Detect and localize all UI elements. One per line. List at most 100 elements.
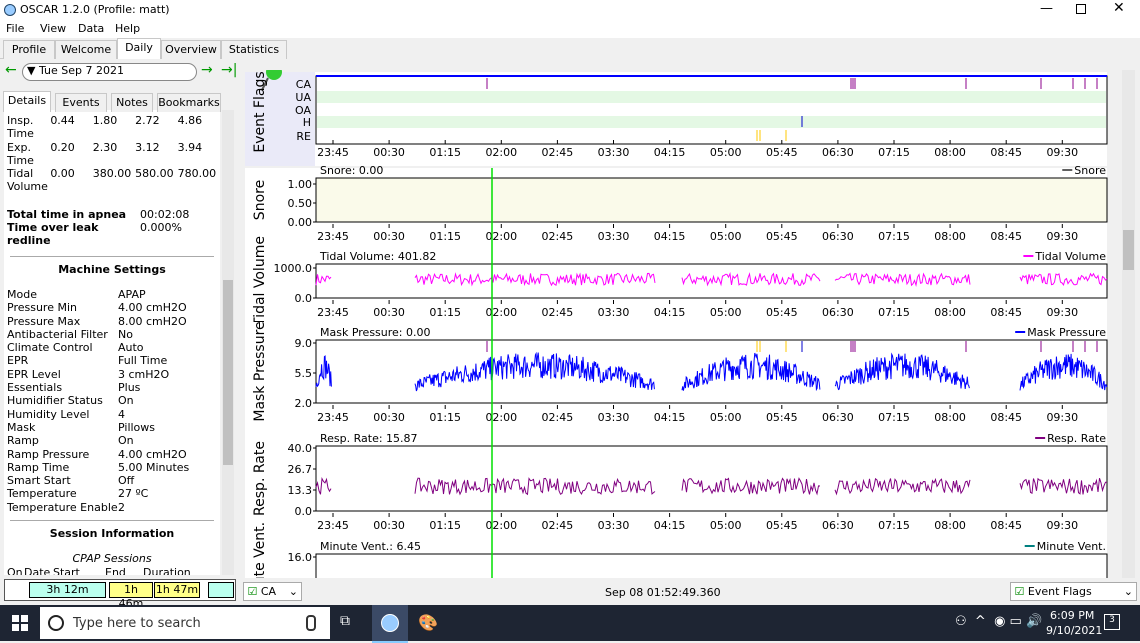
time-label: 01:15	[429, 306, 461, 319]
duration[interactable]: 3h 12m	[29, 582, 106, 598]
tab[interactable]: Welcome	[55, 40, 117, 59]
flag-label: CA	[296, 78, 312, 91]
task-view[interactable]: ⧉	[340, 613, 350, 629]
duration[interactable]: 1h 47m	[154, 582, 200, 598]
duration[interactable]: 1h 46m	[109, 582, 153, 610]
menu-bar: File View Data Help	[0, 20, 1140, 38]
plot-area	[315, 445, 1108, 512]
view: Event Flags	[1027, 585, 1092, 598]
menu-item[interactable]: Data	[78, 22, 105, 35]
flags-plot	[315, 75, 1108, 145]
detail-value: 4.86	[177, 114, 203, 127]
setting-row: Humidity Level 4	[4, 408, 220, 421]
view-select[interactable]: ☑ Event Flags ⌄	[1010, 582, 1137, 601]
time-label: 07:15	[878, 519, 910, 532]
time-label: 02:45	[542, 230, 574, 243]
duration-end[interactable]	[208, 582, 234, 598]
time-label: 03:30	[598, 519, 630, 532]
taskbar: Type here to search ⧉ 🎨 ⚇ ^ ◉ ▭ 🔊 6:09 P…	[0, 605, 1140, 643]
search-box[interactable]: Type here to search	[40, 607, 330, 639]
sub-tab[interactable]: Details	[3, 91, 51, 112]
graph-scrollbar[interactable]	[1122, 70, 1135, 578]
duration-bar: 3h 12m 1h 46m 1h 47m	[4, 579, 236, 610]
setting-value: 8.00 cmH2O	[118, 314, 187, 328]
setting-value: Off	[118, 474, 135, 488]
time-label: 08:45	[990, 230, 1022, 243]
time-label: 05:00	[710, 146, 742, 159]
sub-tab[interactable]: Bookmarks	[157, 93, 221, 112]
tab[interactable]: Overview	[161, 40, 221, 59]
maximize[interactable]	[1076, 4, 1086, 14]
detail-row: Tidal Volume 0.00 380.00 580.00 780.00	[4, 167, 220, 194]
time-label: 05:45	[766, 306, 798, 319]
pin	[266, 70, 282, 80]
sub-tab[interactable]: Notes	[111, 93, 153, 112]
y-tick-label: 16.0	[288, 551, 313, 564]
time-label: 08:45	[990, 306, 1022, 319]
column-label: Start	[53, 565, 80, 575]
y-tick-label: 1.00	[288, 178, 313, 191]
time-label: 05:45	[766, 146, 798, 159]
oscar-task[interactable]	[372, 605, 408, 643]
search-text: Type here to search	[73, 616, 201, 631]
y-tick-label: 5.5	[295, 367, 313, 380]
legend: Tidal Volume	[1034, 250, 1106, 263]
date-picker[interactable]: ▼ Tue Sep 7 2021	[22, 63, 197, 81]
app-icon	[4, 4, 16, 16]
paint-task[interactable]: 🎨	[418, 613, 438, 632]
time-label: 01:15	[429, 230, 461, 243]
panel-title: Snore: 0.00	[320, 164, 383, 177]
details-panel: Insp. Time 0.44 1.80 2.72 4.86 Exp. Time 0.20 2…	[4, 110, 220, 575]
time-label: 08:00	[934, 230, 966, 243]
tab[interactable]: Daily	[117, 38, 161, 59]
time-label: 02:00	[485, 411, 517, 424]
setting-label: Temperature	[7, 487, 77, 501]
session-columns: On Date Start End Duration	[4, 566, 220, 575]
detail-value: 2.30	[92, 140, 118, 154]
close[interactable]: ✕	[1113, 0, 1125, 16]
setting-row: Pressure Max 8.00 cmH2O	[4, 315, 220, 328]
sub-tab[interactable]: Events	[55, 93, 107, 112]
menu-item[interactable]: View	[40, 22, 67, 35]
legend: Minute Vent.	[1037, 540, 1106, 553]
panel-title: Minute Vent.: 6.45	[320, 540, 421, 553]
time-label: 05:00	[710, 306, 742, 319]
flag-filter[interactable]: ☑ CA ⌄	[243, 582, 302, 601]
minimize[interactable]: —	[1040, 1, 1053, 16]
time-label: 06:30	[822, 146, 854, 159]
start[interactable]	[12, 615, 28, 631]
time-label: 08:45	[990, 146, 1022, 159]
setting-label: EPR Level	[7, 367, 61, 381]
time-label: 02:45	[542, 146, 574, 159]
time-label: 02:45	[542, 519, 574, 532]
detail-value: 0.44	[50, 114, 75, 127]
cursor-time: Sep 08 01:52:49.360	[605, 586, 721, 599]
panel-axis-label: Mask Pressure	[252, 321, 268, 421]
detail-value: 1.80	[92, 114, 118, 127]
notifications[interactable]: 3	[1104, 614, 1120, 630]
setting-value: No	[118, 327, 133, 341]
tab[interactable]: Statistics	[221, 40, 287, 59]
setting-label: Mask	[7, 420, 36, 434]
time-label: 09:30	[1046, 519, 1078, 532]
detail-value: 2.72	[135, 114, 160, 127]
scrollbar[interactable]	[222, 110, 234, 575]
detail-label: Tidal Volume	[7, 167, 48, 194]
panel-title: Mask Pressure: 0.00	[320, 326, 431, 339]
menu-item[interactable]: Help	[115, 22, 141, 35]
total-label: Total time in apnea	[7, 207, 127, 221]
last-day[interactable]: →|	[221, 62, 238, 78]
time-label: 05:45	[766, 519, 798, 532]
time-label: 03:30	[598, 230, 630, 243]
time-label: 04:15	[654, 306, 686, 319]
time-label: 05:45	[766, 411, 798, 424]
column-label: On	[7, 565, 23, 575]
menu-item[interactable]: File	[6, 22, 25, 35]
flag-label: RE	[296, 130, 311, 143]
prev-day[interactable]: ←	[5, 62, 17, 78]
y-tick-label: 9.0	[295, 337, 313, 350]
next-day[interactable]: →	[201, 62, 213, 78]
setting-row: Ramp Pressure 4.00 cmH2O	[4, 448, 220, 461]
time-label: 06:30	[822, 411, 854, 424]
tab[interactable]: Profile	[3, 40, 55, 59]
